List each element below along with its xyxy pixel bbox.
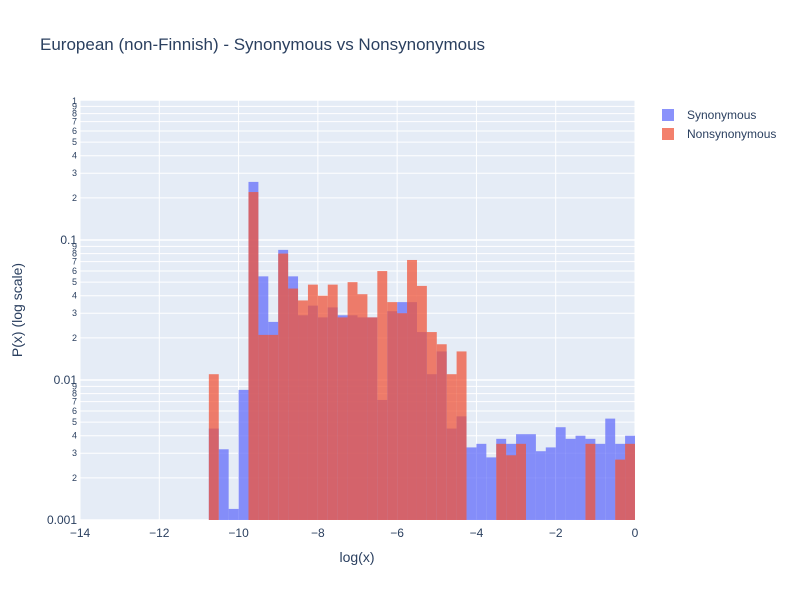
y-minor-tick-label: 5: [72, 277, 77, 287]
y-minor-tick-label: 6: [72, 406, 77, 416]
bar: [496, 443, 507, 520]
bar: [218, 449, 229, 520]
bar: [298, 300, 308, 520]
bar: [278, 253, 289, 521]
x-axis-title: log(x): [339, 549, 374, 565]
y-minor-tick-label: 7: [72, 397, 77, 407]
bar: [208, 374, 219, 520]
y-minor-tick-label: 8: [72, 109, 77, 119]
y-major-tick-label: 1: [72, 96, 77, 106]
bar: [476, 443, 487, 520]
y-minor-tick-label: 7: [72, 117, 77, 127]
x-tick-label: −10: [228, 526, 249, 540]
bar: [416, 285, 427, 520]
bar: [615, 459, 626, 520]
bar: [506, 455, 517, 520]
bar: [555, 427, 566, 520]
bar: [466, 447, 477, 520]
bar: [307, 284, 318, 520]
y-minor-tick-label: 4: [72, 431, 77, 441]
x-tick-label: −6: [390, 526, 404, 540]
y-minor-tick-label: 8: [72, 389, 77, 399]
bar: [407, 259, 417, 520]
chart-title: European (non-Finnish) - Synonymous vs N…: [40, 35, 485, 54]
y-minor-tick-label: 9: [72, 101, 77, 111]
y-minor-tick-label: 8: [72, 249, 77, 259]
bar: [397, 313, 408, 520]
y-major-tick-label: 0.01: [54, 373, 78, 387]
y-axis-title: P(x) (log scale): [9, 263, 25, 357]
bar: [516, 443, 526, 520]
x-tick-label: −4: [470, 526, 484, 540]
bar: [525, 434, 536, 520]
y-minor-tick-label: 9: [72, 381, 77, 391]
bar: [238, 389, 249, 520]
bar: [357, 294, 368, 520]
x-tick-label: 0: [632, 526, 639, 540]
y-minor-tick-label: 6: [72, 266, 77, 276]
y-minor-tick-label: 2: [72, 193, 77, 203]
bar: [456, 351, 467, 520]
bar: [595, 443, 606, 520]
legend-label: Synonymous: [687, 108, 756, 122]
y-major-tick-label: 0.1: [60, 233, 77, 247]
bar: [585, 443, 596, 520]
legend[interactable]: Synonymous Nonsynonymous: [662, 108, 776, 141]
bar: [545, 447, 556, 520]
y-minor-tick-label: 3: [72, 168, 77, 178]
bar: [268, 334, 279, 520]
bar: [288, 288, 299, 520]
y-minor-tick-label: 9: [72, 241, 77, 251]
y-minor-tick-label: 5: [72, 137, 77, 147]
bar: [436, 344, 447, 520]
bars: [208, 181, 635, 521]
bar: [258, 334, 269, 520]
legend-label: Nonsynonymous: [687, 127, 776, 141]
legend-swatch: [662, 128, 674, 140]
bar: [565, 438, 576, 520]
y-minor-tick-label: 2: [72, 473, 77, 483]
bar: [327, 284, 338, 520]
x-tick-label: −12: [149, 526, 170, 540]
bar: [625, 443, 635, 520]
series-nonsynonymous: [208, 192, 635, 521]
y-minor-tick-label: 4: [72, 151, 77, 161]
legend-item-synonymous[interactable]: Synonymous: [662, 108, 756, 122]
x-tick-label: −8: [311, 526, 325, 540]
bar: [605, 418, 616, 520]
bar: [367, 317, 378, 520]
y-minor-tick-label: 7: [72, 257, 77, 267]
y-minor-tick-label: 3: [72, 308, 77, 318]
y-minor-tick-label: 5: [72, 417, 77, 427]
bar: [337, 317, 348, 520]
bar: [426, 332, 437, 520]
bar: [535, 451, 546, 520]
bar: [575, 435, 586, 520]
y-minor-tick-label: 6: [72, 126, 77, 136]
bar: [248, 192, 259, 520]
bar: [486, 457, 497, 520]
y-minor-tick-label: 4: [72, 291, 77, 301]
bar: [377, 271, 388, 520]
bar: [228, 508, 239, 520]
y-minor-tick-label: 3: [72, 448, 77, 458]
x-tick-label: −14: [70, 526, 91, 540]
x-tick-label: −2: [549, 526, 563, 540]
legend-swatch: [662, 109, 674, 121]
bar: [387, 302, 398, 520]
bar: [317, 295, 328, 520]
x-axis-ticks: −14 −12 −10 −8 −6 −4 −2 0: [70, 526, 639, 540]
legend-item-nonsynonymous[interactable]: Nonsynonymous: [662, 127, 776, 141]
y-major-tick-label: 0.001: [47, 513, 77, 527]
y-minor-tick-label: 2: [72, 333, 77, 343]
bar: [347, 282, 358, 520]
bar: [446, 374, 457, 520]
